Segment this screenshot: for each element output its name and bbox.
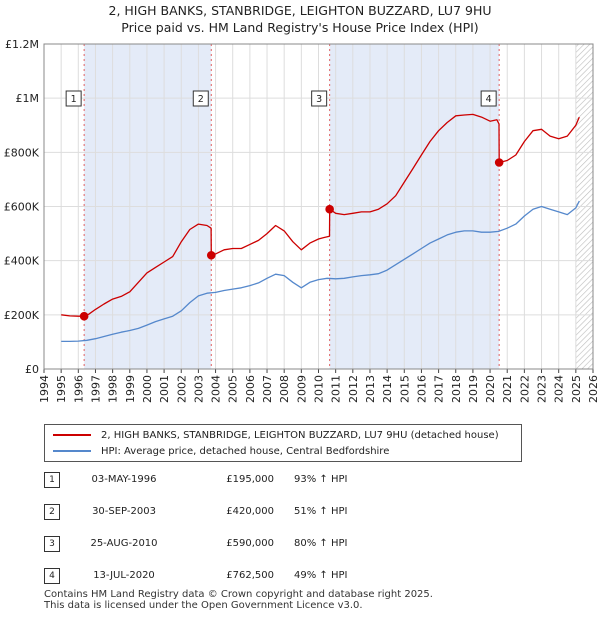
- sale-number-box: [192, 90, 209, 107]
- y-tick-label: £1M: [16, 92, 40, 105]
- x-tick-label: 2015: [398, 375, 411, 403]
- hpi-index-line: [61, 200, 580, 343]
- sale-date: 03-MAY-1996: [91, 474, 157, 485]
- sale-number-badge: 1: [44, 472, 60, 488]
- x-tick-label: 1995: [55, 375, 68, 403]
- sale-row-3: 3 25-AUG-2010 £590,000 80% ↑ HPI: [44, 536, 544, 552]
- legend-entry-property: 2, HIGH BANKS, STANBRIDGE, LEIGHTON BUZZ…: [53, 429, 499, 443]
- x-tick-label: 1996: [72, 375, 85, 403]
- x-tick-label: 1998: [107, 375, 120, 403]
- sale-date: 25-AUG-2010: [90, 538, 158, 549]
- property-price-line: [61, 113, 580, 317]
- x-tick-label: 2000: [141, 375, 154, 403]
- x-tick-label: 2010: [313, 375, 326, 403]
- legend-entry-hpi: HPI: Average price, detached house, Cent…: [53, 445, 389, 459]
- sale-hpi-change: 49% ↑ HPI: [294, 570, 348, 581]
- x-tick-label: 2006: [244, 375, 257, 403]
- sale-point: [494, 158, 504, 167]
- sale-number-label: 3: [316, 94, 322, 105]
- x-tick-label: 1999: [124, 375, 137, 403]
- sale-point: [206, 250, 216, 260]
- chart-legend: 2, HIGH BANKS, STANBRIDGE, LEIGHTON BUZZ…: [44, 424, 522, 462]
- x-tick-label: 2012: [347, 375, 360, 403]
- sale-hpi-change: 51% ↑ HPI: [294, 506, 348, 517]
- x-tick-label: 2019: [467, 375, 480, 403]
- x-tick-label: 2004: [210, 375, 223, 403]
- y-tick-label: £400K: [4, 255, 40, 268]
- sale-price: £590,000: [226, 538, 274, 549]
- chart-title-block: 2, HIGH BANKS, STANBRIDGE, LEIGHTON BUZZ…: [0, 2, 600, 36]
- x-tick-label: 2001: [158, 375, 171, 403]
- x-tick-label: 2018: [450, 375, 463, 403]
- sale-number-badge: 2: [44, 504, 60, 520]
- sale-number-badge: 3: [44, 536, 60, 552]
- plot-frame: [43, 43, 594, 370]
- x-tick-label: 2017: [433, 375, 446, 403]
- chart-title: 2, HIGH BANKS, STANBRIDGE, LEIGHTON BUZZ…: [108, 3, 492, 18]
- x-tick-label: 2021: [501, 375, 514, 403]
- sale-price: £762,500: [226, 570, 274, 581]
- price-chart: £0 £200K £400K £600K £800K £1M £1.2M 1994 1995 19…: [4, 38, 600, 403]
- y-tick-label: £1.2M: [5, 38, 39, 51]
- footer-copyright: Contains HM Land Registry data © Crown c…: [44, 589, 433, 600]
- x-tick-label: 2005: [227, 375, 240, 403]
- sale-date: 13-JUL-2020: [93, 570, 155, 581]
- x-tick-label: 2011: [330, 375, 343, 403]
- sale-number-label: 1: [71, 94, 77, 105]
- sale-row-1: 1 03-MAY-1996 £195,000 93% ↑ HPI: [44, 472, 544, 488]
- x-tick-label: 2023: [536, 375, 549, 403]
- x-tick-label: 2024: [553, 375, 566, 403]
- sale-row-4: 4 13-JUL-2020 £762,500 49% ↑ HPI: [44, 568, 544, 584]
- legend-label-property: 2, HIGH BANKS, STANBRIDGE, LEIGHTON BUZZ…: [101, 430, 499, 441]
- sale-row-2: 2 30-SEP-2003 £420,000 51% ↑ HPI: [44, 504, 544, 520]
- x-tick-label: 2003: [192, 375, 205, 403]
- sale-hpi-change: 80% ↑ HPI: [294, 538, 348, 549]
- sale-point: [325, 204, 334, 214]
- x-tick-label: 2025: [570, 375, 583, 403]
- y-tick-label: £0: [25, 363, 39, 376]
- sale-price: £195,000: [226, 474, 274, 485]
- x-tick-label: 2026: [587, 375, 600, 403]
- x-tick-label: 2016: [415, 375, 428, 403]
- sale-number-box: [65, 90, 82, 107]
- x-tick-label: 2009: [295, 375, 308, 403]
- legend-swatch-property: [53, 434, 91, 436]
- x-tick-label: 2020: [484, 375, 497, 403]
- legend-swatch-hpi: [53, 450, 91, 452]
- x-tick-label: 2007: [261, 375, 274, 403]
- sale-date: 30-SEP-2003: [92, 506, 156, 517]
- x-tick-label: 2014: [381, 375, 394, 403]
- sale-number-label: 4: [486, 94, 492, 105]
- sale-number-box: [311, 90, 328, 107]
- sale-hpi-change: 93% ↑ HPI: [294, 474, 348, 485]
- x-tick-label: 2008: [278, 375, 291, 403]
- chart-subtitle: Price paid vs. HM Land Registry's House …: [121, 20, 479, 35]
- sale-number-badge: 4: [44, 568, 60, 584]
- sale-number-label: 2: [198, 94, 204, 105]
- x-tick-label: 2002: [175, 375, 188, 403]
- footer-notice: Contains HM Land Registry data © Crown c…: [44, 589, 433, 611]
- sale-number-box: [480, 90, 497, 107]
- x-tick-label: 1997: [89, 375, 102, 403]
- x-tick-label: 2022: [518, 375, 531, 403]
- x-tick-label: 2013: [364, 375, 377, 403]
- x-tick-label: 1994: [38, 375, 51, 403]
- legend-label-hpi: HPI: Average price, detached house, Cent…: [101, 446, 390, 457]
- sale-price: £420,000: [226, 506, 274, 517]
- y-tick-label: £200K: [4, 309, 40, 322]
- y-tick-label: £600K: [4, 201, 40, 214]
- sale-point: [79, 311, 89, 321]
- y-tick-label: £800K: [4, 146, 40, 159]
- footer-license: This data is licensed under the Open Gov…: [44, 600, 363, 611]
